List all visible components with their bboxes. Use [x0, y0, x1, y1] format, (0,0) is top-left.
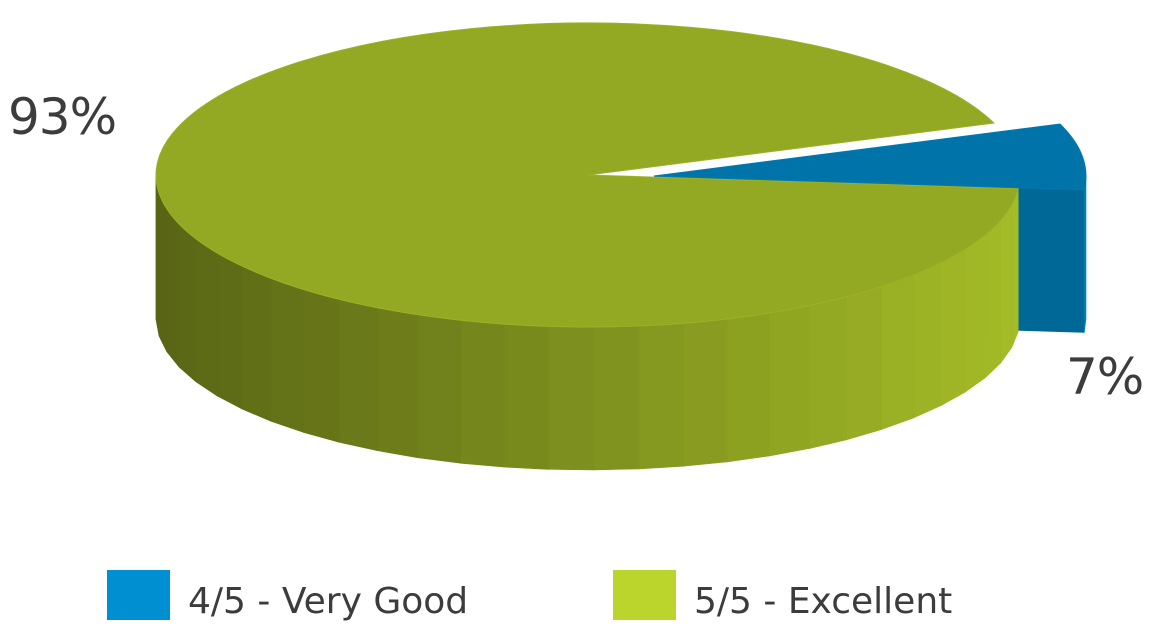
pie-side-5-5-excellent [339, 299, 377, 450]
pie-side-5-5-excellent [303, 289, 339, 442]
pie-side-5-5-excellent [549, 326, 594, 470]
pie-side-5-5-excellent [242, 266, 271, 421]
pie-side-5-5-excellent [504, 324, 549, 469]
data-label-very-good: 7% [1066, 352, 1143, 402]
pie-side-5-5-excellent [460, 320, 504, 467]
pie-side-5-5-excellent [913, 263, 941, 419]
legend-label-excellent: 5/5 - Excellent [694, 584, 952, 620]
pie-side-5-5-excellent [156, 177, 159, 336]
pie-side-5-5-excellent [418, 315, 460, 463]
pie-side-5-5-excellent [684, 319, 728, 466]
pie-side-5-5-excellent [727, 313, 769, 462]
pie-side-5-5-excellent [941, 249, 965, 405]
pie-side-5-5-excellent [769, 306, 809, 456]
legend-swatch-very-good [107, 570, 170, 620]
legend-swatch-excellent [613, 570, 676, 620]
pie-side-5-5-excellent [985, 220, 1001, 378]
pie-side-5-5-excellent [159, 193, 167, 352]
pie-side-5-5-excellent [965, 235, 985, 392]
pie-side-5-5-excellent [1012, 189, 1018, 348]
pie-side-5-5-excellent [639, 323, 684, 469]
data-label-excellent: 93% [8, 92, 116, 142]
pie-side-5-5-excellent [809, 297, 847, 449]
legend-label-very-good: 4/5 - Very Good [188, 584, 468, 620]
pie-side-5-5-excellent [1001, 205, 1012, 363]
pie-side-5-5-excellent [217, 253, 242, 409]
pie-side-5-5-excellent [377, 308, 418, 458]
pie-side-5-5-excellent [594, 326, 639, 470]
pie-side-4-5-very-good [1084, 176, 1086, 333]
legend-item-excellent: 5/5 - Excellent [613, 570, 952, 630]
legend-item-very-good: 4/5 - Very Good [107, 570, 468, 630]
pie-side-5-5-excellent [179, 224, 196, 382]
pie-side-5-5-excellent [271, 278, 303, 432]
pie-side-5-5-excellent [196, 239, 217, 396]
pie-side-5-5-excellent [847, 287, 882, 440]
pie-side-5-5-excellent [882, 275, 914, 429]
pie-chart [0, 0, 1159, 617]
pie-side-5-5-excellent [167, 209, 179, 367]
